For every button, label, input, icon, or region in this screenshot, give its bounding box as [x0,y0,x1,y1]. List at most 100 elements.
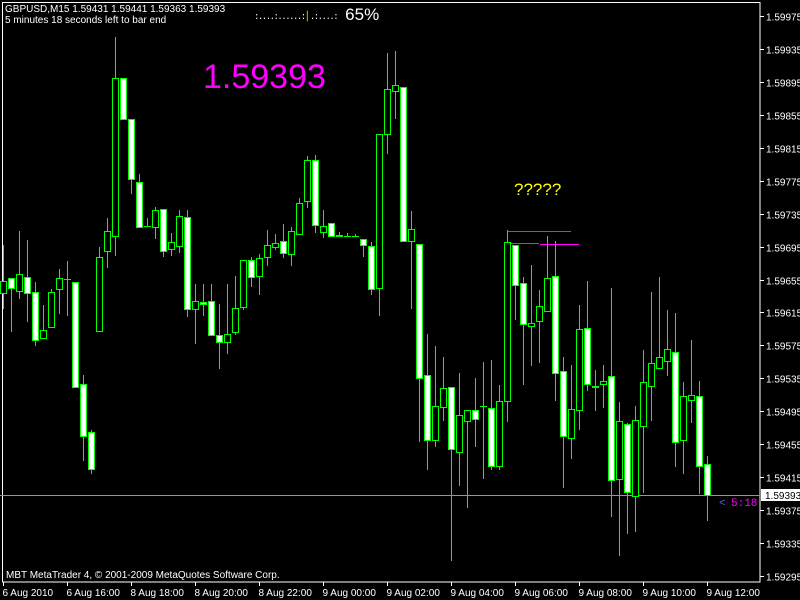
bull-candle-body [600,381,607,385]
bull-candle-body [504,242,511,402]
candle [256,254,263,295]
time-tick-label: 8 Aug 22:00 [259,588,313,599]
candle [384,53,391,154]
candle [528,265,535,366]
bear-candle-body [24,277,31,294]
candle [696,381,703,494]
annotation-lines[interactable] [508,231,579,245]
price-tick-label: 1.59855 [766,112,800,123]
bear-candle-body [312,160,319,226]
bear-candle-body [216,335,223,343]
price-tick-label: 1.59295 [766,573,800,584]
bull-candle-body [296,203,303,235]
bear-candle-body [80,384,87,437]
candle [576,305,583,430]
candle [24,240,31,322]
copyright-footer: MBT MetaTrader 4, © 2001-2009 MetaQuotes… [6,570,280,581]
candle [240,260,247,310]
candle [472,378,479,447]
candle [0,245,7,309]
bull-candle-body [640,382,647,427]
time-axis[interactable]: 6 Aug 2010 6 Aug 16:00 8 Aug 18:00 8 Aug 20… [3,582,761,599]
candle [432,346,439,447]
candle [120,78,127,120]
candle [584,281,591,391]
bear-candle-body [472,410,479,420]
candle [8,278,15,332]
bull-candle-body [392,85,399,92]
candle [640,350,647,493]
indicator-dots-left: :....:......: [254,12,305,22]
candle [104,218,111,268]
bear-candle-body [160,209,167,252]
candle [400,87,407,242]
candle [344,233,351,237]
candle [144,218,151,227]
candle [72,282,79,388]
bull-candle-body [288,231,295,255]
price-tick-label: 1.59975 [766,13,800,24]
price-tick-label: 1.59375 [766,507,800,518]
bear-candle-body [416,244,423,379]
candle [616,402,623,556]
candle [160,209,167,257]
bear-candle-body [584,328,591,385]
candle [112,37,119,256]
bull-candle-body [648,363,655,387]
bull-candle-body [432,406,439,441]
candle [96,247,103,332]
bear-candle-body [120,78,127,120]
price-tick-label: 1.59535 [766,375,800,386]
candle [320,210,327,238]
bear-candle-body [360,239,367,246]
bull-candle-body [456,415,463,453]
current-price-label: 1.59393 [765,491,800,502]
candle [296,198,303,235]
bull-candle-body [384,89,391,135]
candle [448,387,455,561]
candle [40,305,47,339]
candle [552,241,559,401]
candle [288,227,295,266]
price-tick-label: 1.59775 [766,178,800,189]
candle [32,282,39,346]
candle [512,245,519,320]
bear-candle-body [128,119,135,180]
candle [688,340,695,423]
bear-candle-body [704,464,711,496]
bear-candle-body [72,282,79,388]
bull-candle-body [576,329,583,411]
candle [392,51,399,119]
candle [368,242,375,295]
candle [376,134,383,316]
candle [304,156,311,208]
bear-candle-body [368,246,375,290]
bear-candle-body [488,408,495,467]
bear-candle-body [560,371,567,437]
big-price-label[interactable]: 1.59393 [203,58,326,96]
candle [352,234,359,237]
bull-candle-body [16,274,23,292]
bear-candle-body [608,376,615,481]
bull-candle-body [152,210,159,228]
bull-candle-body [632,420,639,497]
bull-candle-body [528,323,535,327]
bull-candle-body [544,278,551,312]
bull-candle-body [112,78,119,237]
time-tick-label: 9 Aug 06:00 [515,588,569,599]
bear-candle-body [208,301,215,336]
bull-candle-body [0,281,7,294]
price-tick-label: 1.59615 [766,309,800,320]
bull-candle-body [48,292,55,328]
candle [464,410,471,508]
bear-candle-body [552,276,559,374]
bull-candle-body [320,226,327,233]
question-marks-label[interactable]: ????? [514,180,561,199]
bear-candle-body [88,432,95,470]
bear-candle-body [400,87,407,242]
price-axis[interactable]: 1.59975 1.59935 1.59895 1.59855 1.59815 1.597… [760,13,800,584]
price-tick-label: 1.59655 [766,277,800,288]
candle [80,375,87,461]
time-tick-label: 9 Aug 10:00 [643,588,697,599]
